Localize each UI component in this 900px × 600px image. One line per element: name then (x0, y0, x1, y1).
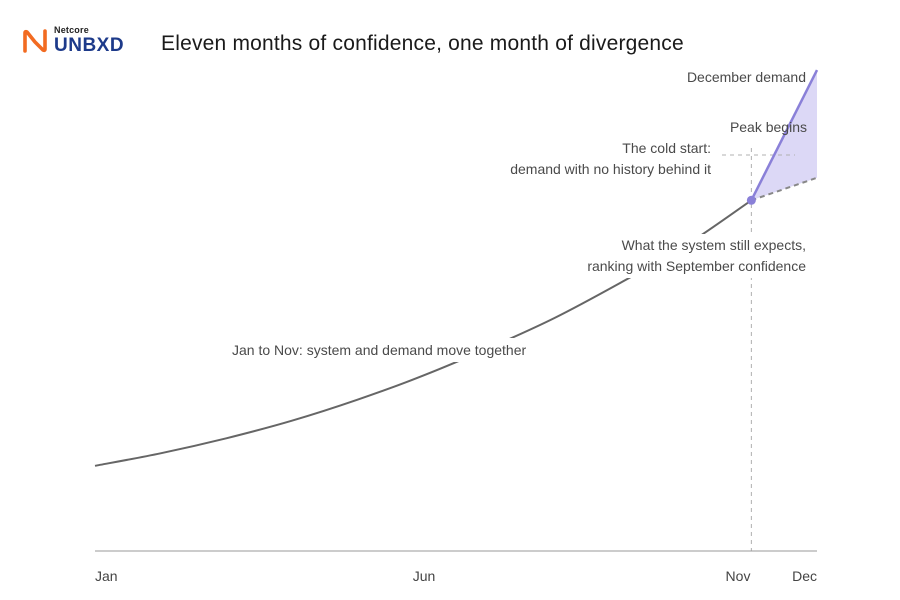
annotation-together: Jan to Nov: system and demand move toget… (232, 342, 526, 358)
annotation-expected-line2: ranking with September confidence (587, 258, 806, 274)
x-tick-label: Dec (792, 568, 817, 584)
series-expected-line (751, 176, 818, 202)
series-demand-line (750, 69, 819, 201)
annotation-december: December demand (687, 69, 806, 85)
x-tick-label: Jan (95, 568, 118, 584)
brand-big-text: UNBXD (54, 35, 125, 56)
brand-logo: Netcore UNBXD (22, 26, 124, 55)
x-tick-label: Jun (413, 568, 436, 584)
annotation-cold-start-line1: The cold start: (622, 140, 711, 156)
expected-label-bg (550, 234, 812, 278)
x-tick-labels: Jan Jun Nov Dec (95, 568, 817, 584)
annotation-peak: Peak begins (730, 119, 807, 135)
chart-title: Eleven months of confidence, one month o… (161, 32, 684, 55)
x-tick-label: Nov (726, 568, 751, 584)
brand-small-text: Netcore (54, 25, 89, 35)
annotation-cold-start-line2: demand with no history behind it (510, 161, 711, 177)
divergence-point (746, 195, 756, 205)
annotation-expected-line1: What the system still expects, (622, 237, 806, 253)
netcore-logo-icon (23, 28, 47, 53)
together-label-bg (226, 338, 568, 362)
